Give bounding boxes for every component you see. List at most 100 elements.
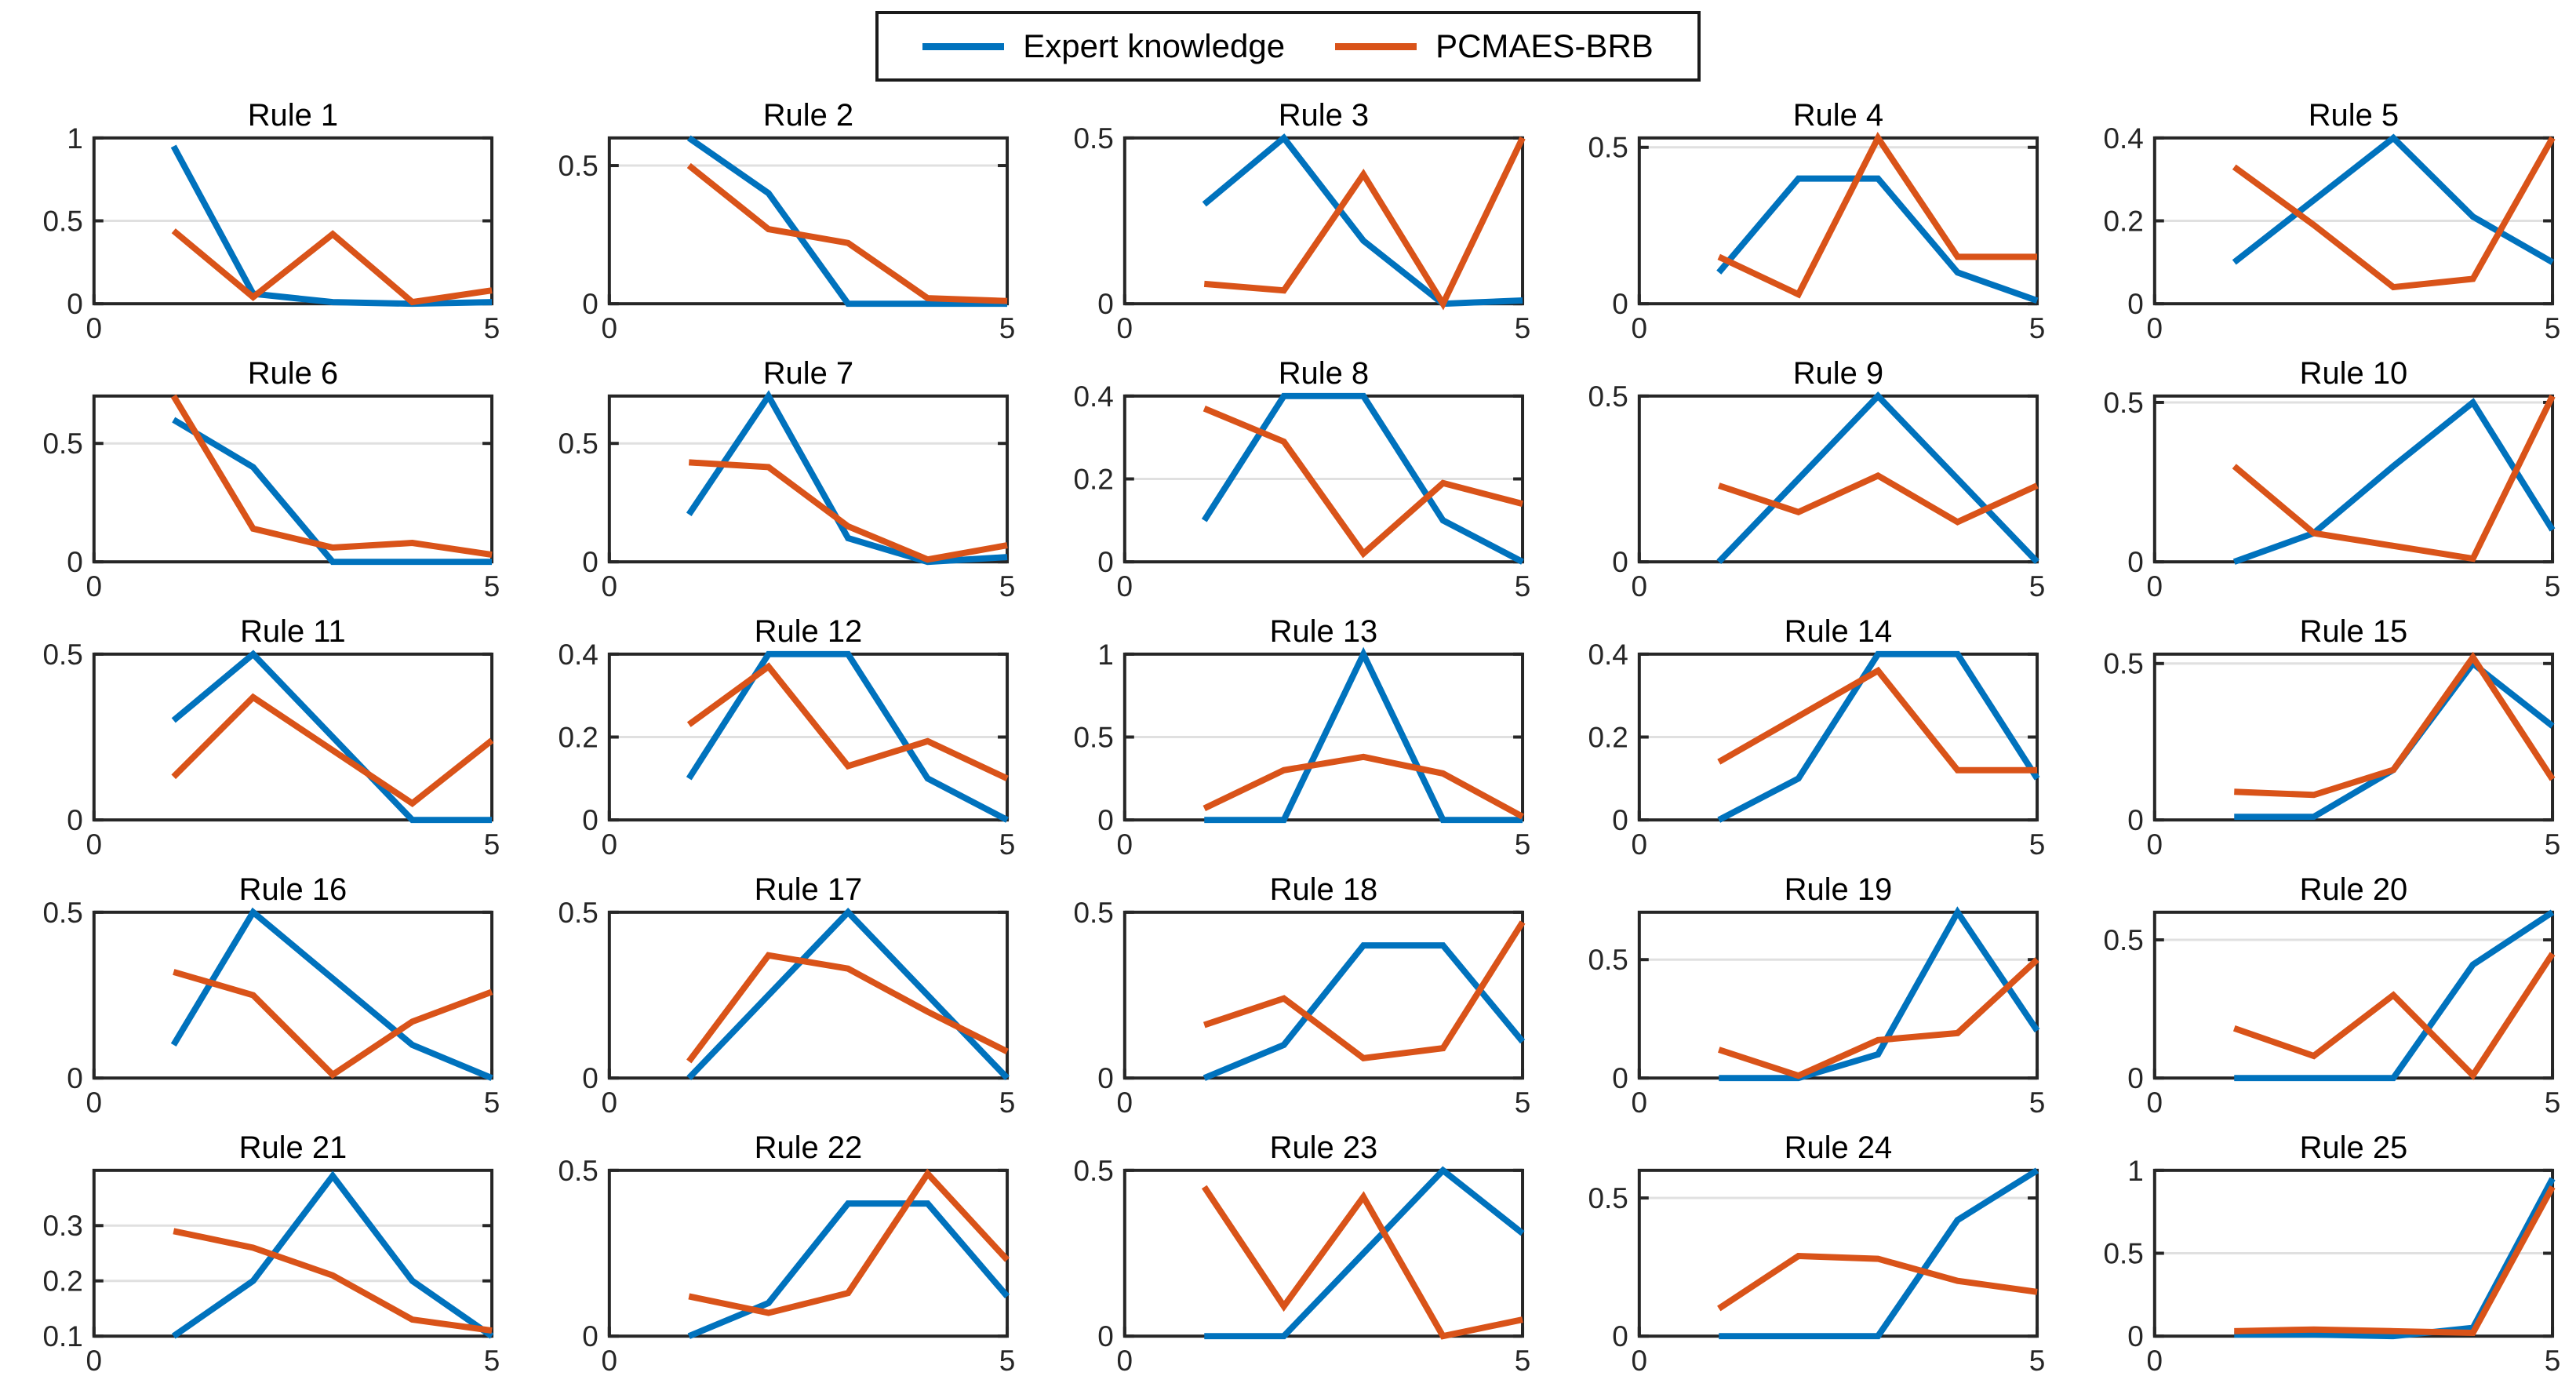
y-tick-label: 0.5: [1073, 721, 1113, 753]
legend-label-expert-knowledge: Expert knowledge: [1023, 27, 1286, 64]
subplot-title: Rule 1: [248, 98, 338, 133]
subplot-title: Rule 2: [763, 98, 853, 133]
y-tick-label: 0: [67, 546, 83, 578]
x-tick-label: 0: [1116, 828, 1133, 861]
pcmaes-brb-series-line: [686, 952, 1009, 1064]
y-tick-label: 0.5: [2104, 648, 2144, 680]
subplot-rule-17: 0 0.5 0 5 Rule 17: [515, 867, 1030, 1125]
y-tick-label: 0.5: [42, 428, 82, 460]
y-tick-label: 0: [1097, 1320, 1114, 1352]
expert-knowledge-line-swatch: [922, 42, 1005, 50]
subplot-canvas: 0 0.5 0 5 Rule 7: [558, 356, 1015, 602]
x-tick-label: 0: [1116, 1087, 1133, 1119]
subplot-canvas: 0 0.5 0 5 Rule 6: [42, 356, 500, 602]
y-tick-label: 0.4: [1588, 639, 1628, 671]
x-tick-label: 5: [2029, 1087, 2046, 1119]
subplot-rule-2: 0 0.5 0 5 Rule 2: [515, 93, 1030, 351]
subplot-rule-7: 0 0.5 0 5 Rule 7: [515, 351, 1030, 609]
subplot-rule-11: 0 0.5 0 5 Rule 11: [0, 609, 515, 867]
pcmaes-brb-series-line: [1201, 1185, 1523, 1340]
axes-frame: [1638, 910, 2039, 1080]
x-tick-label: 0: [601, 570, 617, 602]
pcmaes-brb-series-line: [171, 228, 493, 306]
subplot-canvas: 0 0.5 0 5 Rule 19: [1588, 872, 2046, 1119]
y-tick-label: 0: [1097, 1062, 1114, 1094]
y-tick-label: 0: [1613, 1320, 1629, 1352]
y-tick-label: 0.5: [1073, 122, 1113, 155]
y-tick-label: 0.5: [558, 428, 598, 460]
y-tick-label: 0: [2127, 1320, 2144, 1352]
legend: Expert knowledge PCMAES-BRB: [875, 11, 1701, 82]
subplot-grid: 0 0.5 1 0 5 Rule 1 0 0.5 0 5 Rule 2 0 0.5 0 5 Rule 3 0 0.…: [0, 93, 2576, 1383]
subplot-title: Rule 3: [1278, 98, 1368, 133]
y-tick-label: 0.2: [558, 721, 598, 753]
subplot-title: Rule 14: [1785, 614, 1893, 649]
subplot-rule-9: 0 0.5 0 5 Rule 9: [1545, 351, 2060, 609]
y-tick-label: 0: [1097, 288, 1114, 320]
y-tick-label: 0: [2127, 546, 2144, 578]
pcmaes-brb-series-line: [1202, 920, 1526, 1062]
x-tick-label: 5: [999, 312, 1016, 344]
y-tick-label: 0.2: [2104, 205, 2144, 237]
y-tick-label: 0.2: [42, 1265, 82, 1298]
x-tick-label: 0: [1632, 570, 1648, 602]
y-tick-label: 0.5: [42, 897, 82, 929]
subplot-rule-6: 0 0.5 0 5 Rule 6: [0, 351, 515, 609]
subplot-canvas: 0 0.5 0 5 Rule 17: [558, 872, 1015, 1119]
y-tick-label: 0: [1613, 1062, 1629, 1094]
subplot-canvas: 0 0.5 0 5 Rule 15: [2104, 614, 2561, 861]
pcmaes-brb-series-line: [1202, 405, 1523, 559]
subplot-rule-25: 0 0.5 1 0 5 Rule 25: [2061, 1125, 2575, 1383]
subplot-rule-5: 0 0.2 0.4 0 5 Rule 5: [2061, 93, 2575, 351]
x-tick-label: 0: [86, 828, 103, 861]
pcmaes-brb-series-line: [173, 1228, 493, 1334]
pcmaes-brb-series-line: [2232, 395, 2556, 562]
y-tick-label: 0: [67, 288, 83, 320]
expert-knowledge-series-line: [1716, 175, 2039, 304]
expert-knowledge-series-line: [687, 1200, 1010, 1339]
subplot-title: Rule 24: [1785, 1130, 1893, 1165]
pcmaes-brb-series-line: [1717, 131, 2038, 299]
x-tick-label: 5: [2545, 570, 2561, 602]
x-tick-label: 5: [484, 1345, 500, 1377]
x-tick-label: 5: [1514, 1087, 1530, 1119]
subplot-rule-22: 0 0.5 0 5 Rule 22: [515, 1125, 1030, 1383]
axes-frame: [1638, 1168, 2039, 1338]
pcmaes-brb-series-line: [2233, 952, 2556, 1081]
y-tick-label: 0.5: [1073, 1155, 1113, 1187]
y-tick-label: 0.5: [558, 1155, 598, 1187]
expert-knowledge-series-line: [1203, 646, 1523, 824]
subplot-canvas: 0 0.2 0.4 0 5 Rule 5: [2104, 98, 2561, 344]
y-tick-label: 0: [2127, 804, 2144, 836]
y-tick-label: 0: [582, 288, 599, 320]
pcmaes-brb-series-line: [686, 162, 1007, 304]
subplot-canvas: 0 0.5 0 5 Rule 9: [1588, 356, 2046, 602]
pcmaes-brb-series-line: [1718, 957, 2040, 1079]
pcmaes-brb-series-line: [2232, 136, 2556, 291]
y-tick-label: 0.5: [42, 639, 82, 671]
y-tick-label: 0.5: [558, 150, 598, 182]
y-tick-label: 0.2: [1588, 721, 1628, 753]
x-tick-label: 5: [2029, 570, 2046, 602]
x-tick-label: 0: [601, 1345, 617, 1377]
y-tick-label: 0: [2127, 288, 2144, 320]
subplot-canvas: 0 0.5 0 5 Rule 2: [558, 98, 1016, 344]
expert-knowledge-series-line: [170, 144, 493, 308]
subplot-title: Rule 25: [2300, 1130, 2408, 1165]
expert-knowledge-series-line: [171, 650, 493, 824]
x-tick-label: 5: [2545, 312, 2561, 344]
axes-frame: [2153, 910, 2555, 1080]
legend-item-pcmaes-brb: PCMAES-BRB: [1335, 30, 1654, 63]
x-tick-label: 0: [86, 570, 103, 602]
y-tick-label: 1: [67, 122, 83, 155]
subplot-canvas: 0 0.5 0 5 Rule 16: [42, 872, 500, 1119]
subplot-canvas: 0 0.5 1 0 5 Rule 25: [2104, 1130, 2561, 1377]
subplot-rule-13: 0 0.5 1 0 5 Rule 13: [1031, 609, 1545, 867]
y-tick-label: 0.5: [1073, 897, 1113, 929]
y-tick-label: 0: [582, 1062, 599, 1094]
subplot-rule-23: 0 0.5 0 5 Rule 23: [1031, 1125, 1545, 1383]
x-tick-label: 0: [1116, 1345, 1133, 1377]
pcmaes-brb-series-line: [2234, 651, 2556, 799]
pcmaes-brb-series-line: [1717, 1252, 2038, 1312]
subplot-title: Rule 13: [1269, 614, 1377, 649]
